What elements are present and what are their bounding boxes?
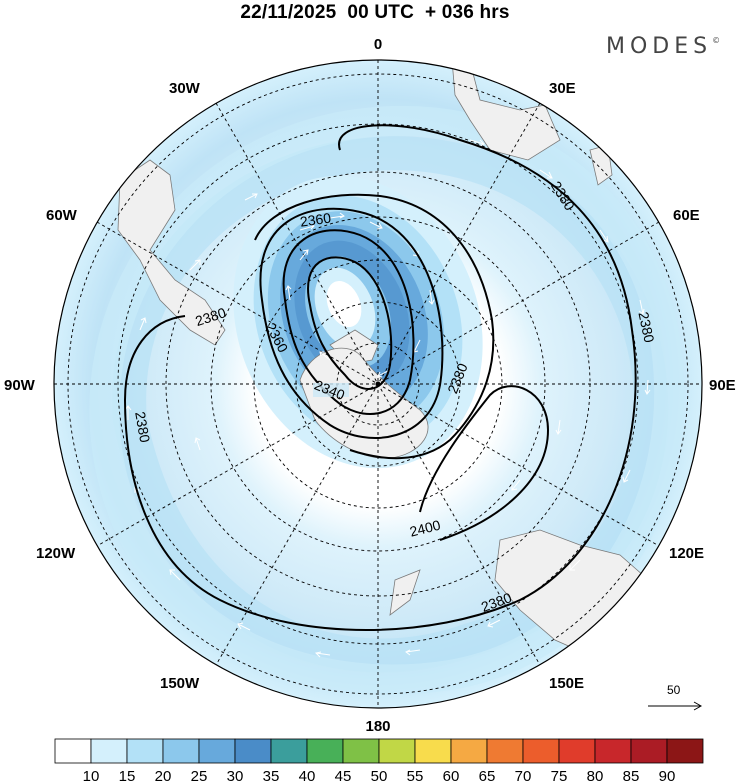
colorbar-tick-label: 60 (443, 768, 460, 782)
lon-label-150w: 150W (160, 675, 200, 692)
colorbar-swatch (126, 738, 164, 764)
map-boundary (53, 59, 703, 709)
colorbar-swatch (54, 738, 92, 764)
colorbar-tick-label: 70 (515, 768, 532, 782)
brand-logo: MODES© (606, 34, 720, 59)
colorbar-tick-label: 10 (83, 768, 100, 782)
contour-2340 (307, 256, 393, 390)
map-title: 22/11/2025 00 UTC + 036 hrs (240, 2, 510, 23)
lon-label-right: 90E (709, 377, 736, 394)
height-contours (123, 124, 637, 631)
colorbar-swatch (306, 738, 344, 764)
contour-2360-inner (282, 229, 415, 415)
colorbar-swatch (198, 738, 236, 764)
colorbar-swatch (270, 738, 308, 764)
colorbar-swatch (90, 738, 128, 764)
colorbar-tick-label: 45 (335, 768, 352, 782)
colorbar-swatch (234, 738, 272, 764)
colorbar-swatch (522, 738, 560, 764)
colorbar-tick-label: 30 (227, 768, 244, 782)
colorbar-tick-label: 25 (191, 768, 208, 782)
lon-label-30w: 30W (169, 80, 201, 97)
wind-reference: 50 (648, 683, 703, 711)
colorbar-swatch (486, 738, 524, 764)
contour-2400 (419, 385, 550, 541)
contour-2360-outer (259, 207, 444, 439)
colorbar-swatch (558, 738, 596, 764)
brand-name: MODES (606, 34, 713, 59)
colorbar-swatch (630, 738, 668, 764)
contour-label: 2380 (635, 310, 657, 344)
colorbar-swatch (414, 738, 452, 764)
brand-mark: © (712, 36, 721, 45)
colorbar-swatch (666, 738, 704, 764)
colorbar-tick-label: 75 (551, 768, 568, 782)
colorbar-tick-label: 20 (155, 768, 172, 782)
colorbar-swatch (594, 738, 632, 764)
wind-reference-arrowhead (693, 701, 703, 711)
lon-label-left: 90W (4, 377, 36, 394)
colorbar-tick-label: 50 (371, 768, 388, 782)
lon-label-120w: 120W (36, 545, 76, 562)
lon-label-60w: 60W (46, 207, 78, 224)
wind-reference-value: 50 (667, 683, 681, 697)
colorbar-tick-label: 80 (587, 768, 604, 782)
lon-label-60e: 60E (673, 207, 700, 224)
pole-marker (375, 381, 381, 387)
colorbar-tick-label: 15 (119, 768, 136, 782)
colorbar-tick-label: 65 (479, 768, 496, 782)
colorbar-tick-label: 40 (299, 768, 316, 782)
lon-label-30e: 30E (549, 80, 576, 97)
lon-label-150e: 150E (549, 675, 584, 692)
map-disc (54, 60, 702, 708)
colorbar-swatch (342, 738, 380, 764)
colorbar-tick-label: 90 (659, 768, 676, 782)
contour-2380-inner (254, 193, 495, 460)
colorbar-swatch (450, 738, 488, 764)
colorbar: 10 15 20 25 30 35 40 45 50 55 60 65 70 75 80 85 90 (54, 738, 704, 782)
colorbar-tick-label: 35 (263, 768, 280, 782)
colorbar-swatch (378, 738, 416, 764)
contour-2380-top (123, 124, 637, 631)
contour-label: 2400 (408, 517, 442, 540)
longitude-labels: 0 180 90W 90E 30W 60W 30E 60E 120W 150W … (4, 36, 736, 735)
lon-label-bottom: 180 (365, 718, 390, 735)
contour-label: 2360 (299, 210, 332, 230)
colorbar-tick-label: 55 (407, 768, 424, 782)
contour-label: 2380 (132, 410, 153, 444)
colorbar-tick-label: 85 (623, 768, 640, 782)
lon-label-120e: 120E (669, 545, 704, 562)
colorbar-swatch (162, 738, 200, 764)
lon-label-top: 0 (374, 36, 382, 53)
